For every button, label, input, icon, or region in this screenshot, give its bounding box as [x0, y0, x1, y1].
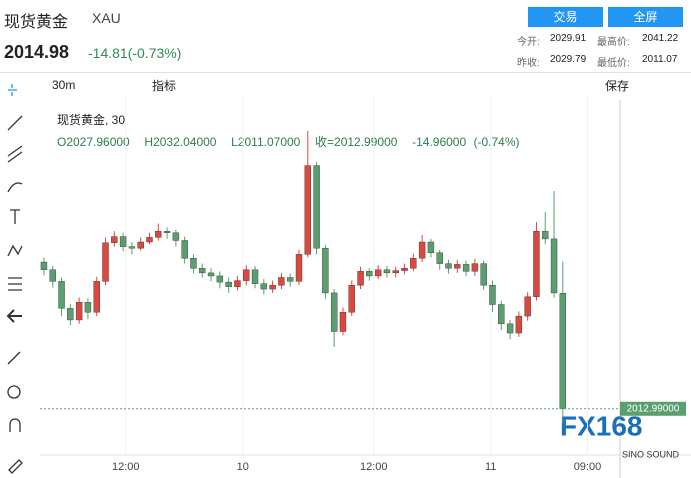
candle-body	[102, 242, 109, 282]
candle-body	[75, 301, 83, 321]
candle-body	[155, 230, 162, 238]
price: 2014.98	[4, 42, 70, 62]
legend-change: -14.96000 (-0.74%)	[412, 135, 520, 149]
stat-label: 今开:	[517, 37, 540, 48]
candle-body	[225, 281, 232, 287]
x-tick-label: 10	[237, 461, 249, 473]
candle-body	[524, 296, 531, 317]
candle-body	[418, 241, 426, 259]
candle-body	[146, 237, 153, 243]
candle-body	[278, 277, 285, 286]
candle-body	[357, 271, 364, 286]
candle-body	[287, 277, 294, 282]
candle-body	[445, 263, 452, 269]
candle-body	[172, 232, 180, 241]
stat-label: 最高价:	[597, 37, 630, 48]
legend-values: O2027.96000 H2032.04000 L2011.07000 收=20…	[57, 133, 520, 150]
stat-value: 2041.22	[642, 33, 679, 44]
candle-body	[410, 258, 417, 269]
candle-body	[339, 312, 347, 332]
stat-value: 2029.79	[550, 54, 587, 65]
candle-body	[251, 269, 259, 284]
candle-body	[304, 165, 311, 255]
interval[interactable]: 30m	[52, 78, 76, 92]
candle-body	[137, 241, 144, 249]
candle-body	[559, 293, 567, 409]
candle-body	[190, 258, 197, 269]
candle-body	[111, 236, 118, 243]
candle-body	[374, 269, 382, 277]
indicators[interactable]: 指标	[152, 79, 177, 93]
candle-body	[313, 165, 320, 249]
candle-body	[207, 272, 215, 277]
candle-body	[542, 230, 549, 240]
candle-body	[471, 263, 479, 272]
legend-low: L2011.07000	[231, 135, 301, 149]
candle-body	[58, 281, 65, 309]
x-tick-label: 12:00	[360, 461, 388, 473]
candle-body	[348, 285, 355, 313]
candle-body	[401, 268, 408, 271]
stat-label: 最低价:	[597, 58, 630, 69]
price-tag	[620, 401, 686, 416]
change: -14.81(-0.73%)	[88, 45, 182, 61]
candle-body	[366, 271, 373, 277]
candle-body	[392, 270, 399, 274]
candle-body	[383, 269, 391, 274]
legend-high: H2032.04000	[144, 135, 217, 149]
candle-body	[199, 268, 206, 274]
candle-body	[533, 230, 540, 297]
symbol: XAU	[92, 10, 121, 26]
candle-body	[462, 264, 470, 272]
candle-body	[515, 315, 523, 334]
divider	[0, 72, 691, 73]
name: 现货黄金	[4, 14, 69, 31]
candle-body	[436, 252, 443, 264]
stat-value: 2011.07	[642, 54, 678, 65]
stat-value: 2029.91	[550, 33, 587, 44]
x-tick-label: 11	[485, 461, 496, 473]
legend-title: 现货黄金, 30	[57, 113, 126, 127]
candle-body	[295, 254, 303, 282]
candle-body	[243, 269, 250, 281]
candle-body	[550, 238, 558, 294]
stat-label: 昨收:	[517, 58, 540, 69]
legend-open: O2027.96000	[57, 135, 130, 149]
candle-body	[480, 263, 487, 286]
candle-body	[498, 304, 505, 325]
candle-body	[163, 230, 171, 233]
candle-body	[181, 240, 188, 259]
legend-close: 收=2012.99000	[315, 135, 398, 149]
candle-body	[119, 236, 127, 247]
candle-body	[427, 241, 435, 254]
save[interactable]: 保存	[605, 79, 630, 93]
watermark-sub: SINO SOUND	[622, 449, 680, 459]
candle-body	[269, 285, 276, 290]
left-toolbar	[6, 84, 23, 474]
price-tag-label: 2012.99000	[627, 403, 680, 414]
candle-body	[67, 308, 74, 321]
candle-body	[330, 292, 338, 332]
candle-body	[234, 280, 241, 287]
candle-body	[454, 264, 461, 269]
candle-body	[49, 269, 56, 282]
candle-body	[93, 281, 100, 313]
candle-body	[84, 301, 92, 313]
x-tick-label: 12:00	[112, 461, 140, 473]
candle-body	[260, 283, 268, 290]
candle-body	[216, 275, 224, 283]
candle-body	[40, 261, 48, 270]
candle-body	[322, 247, 329, 294]
x-tick-label: 09:00	[574, 461, 602, 473]
fullscreen-button[interactable]: 全屏	[608, 7, 683, 27]
candle-body	[128, 246, 136, 249]
candle-body	[489, 285, 496, 305]
candle-body	[506, 323, 514, 334]
trade-button[interactable]: 交易	[528, 7, 603, 27]
